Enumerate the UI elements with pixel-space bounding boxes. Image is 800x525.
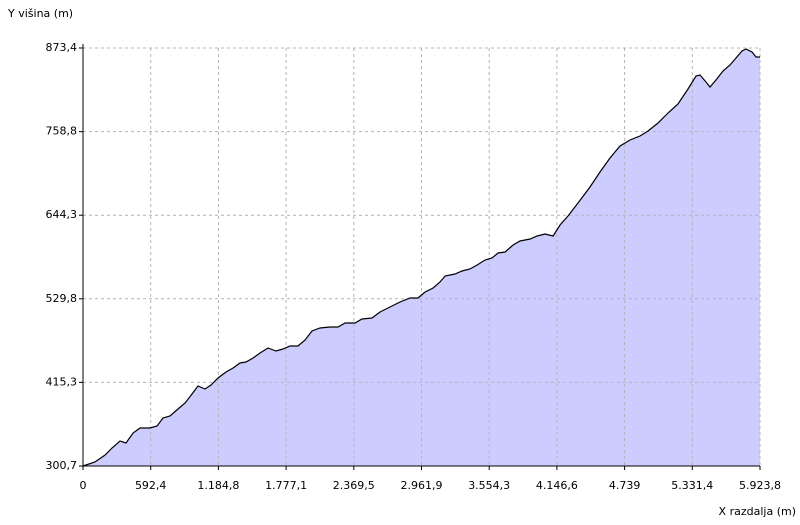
x-tick-label: 5.923,8: [739, 479, 781, 492]
x-tick-label: 592,4: [135, 479, 167, 492]
y-axis-label: Y višina (m): [7, 7, 73, 20]
profile-line: [82, 48, 760, 467]
y-tick-label: 415,3: [46, 375, 78, 388]
x-tick-label: 5.331,4: [671, 479, 713, 492]
x-tick-label: 2.369,5: [333, 479, 375, 492]
x-tick-label: 0: [80, 479, 87, 492]
x-tick-label: 3.554,3: [468, 479, 510, 492]
y-tick-label: 758,8: [46, 125, 78, 138]
y-tick-label: 300,7: [46, 459, 78, 472]
x-tick-label: 2.961,9: [401, 479, 443, 492]
area-fill: [83, 49, 760, 466]
y-tick-label: 529,8: [46, 292, 78, 305]
y-tick-label: 873,4: [46, 41, 78, 54]
x-tick-label: 1.184,8: [197, 479, 239, 492]
x-tick-label: 4.146,6: [536, 479, 578, 492]
x-axis-label: X razdalja (m): [719, 505, 796, 518]
x-tick-label: 1.777,1: [265, 479, 307, 492]
x-tick-label: 4.739: [609, 479, 641, 492]
y-tick-label: 644,3: [46, 208, 78, 221]
